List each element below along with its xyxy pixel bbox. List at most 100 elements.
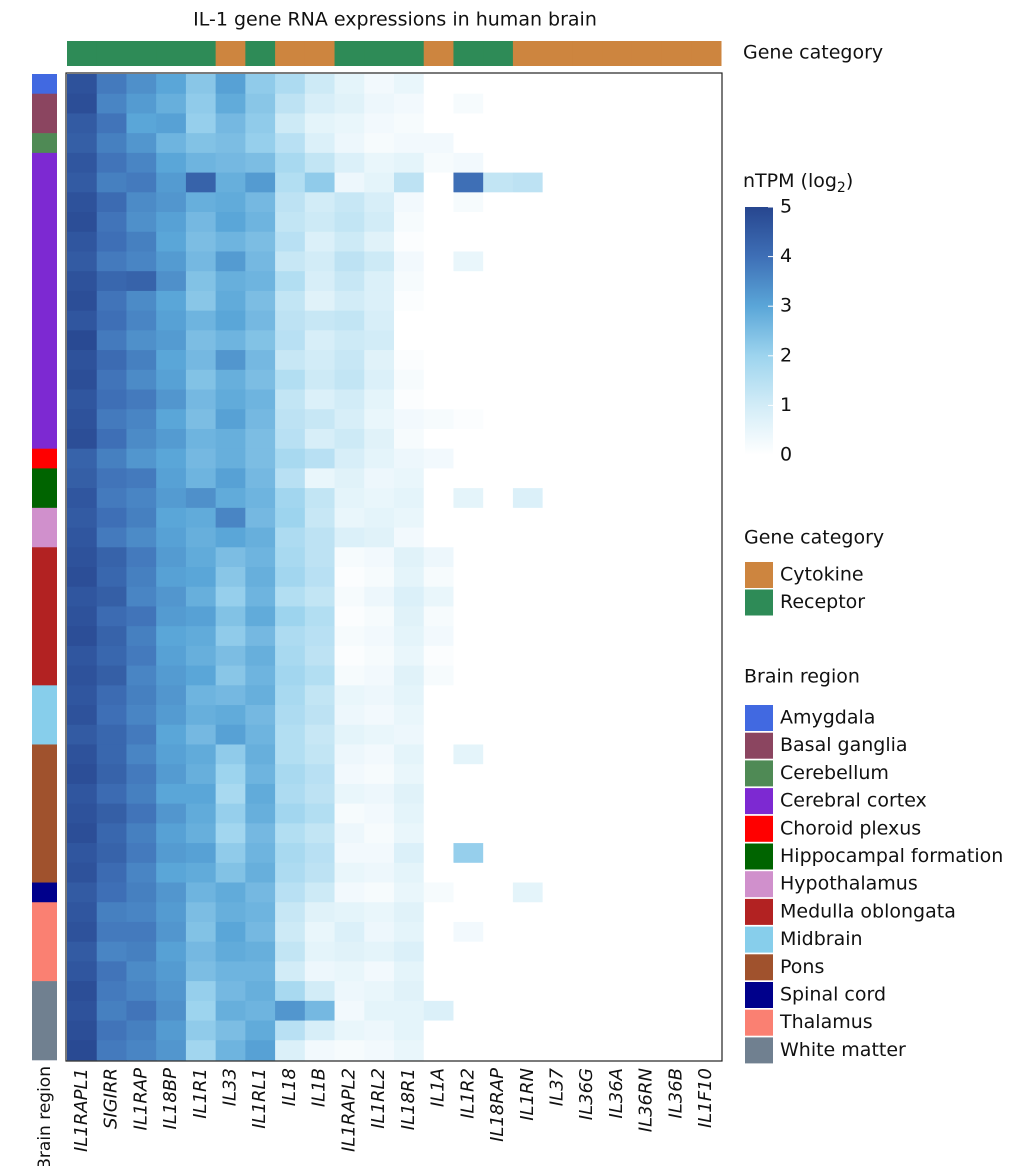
heatmap-cell [275, 626, 306, 647]
heatmap-cell [96, 724, 127, 745]
heatmap-cell [126, 941, 157, 962]
heatmap-cell [364, 803, 395, 824]
heatmap-cell [394, 231, 425, 252]
heatmap-cell [364, 764, 395, 785]
heatmap-cell [245, 152, 276, 173]
heatmap-cell [156, 764, 187, 785]
heatmap-cell [245, 310, 276, 331]
heatmap-cell [245, 586, 276, 607]
heatmap-cell [483, 547, 514, 568]
heatmap-cell [245, 981, 276, 1002]
heatmap-cell [453, 93, 484, 114]
heatmap-cell [364, 488, 395, 509]
legend-swatch [745, 815, 773, 842]
heatmap-cell [453, 902, 484, 923]
heatmap-cell [542, 981, 573, 1002]
heatmap-cell [67, 507, 98, 528]
heatmap-cell [602, 764, 633, 785]
colorbar-title-main: nTPM (log [743, 170, 837, 192]
heatmap-cell [572, 724, 603, 745]
heatmap-cell [394, 271, 425, 292]
heatmap-cell [156, 1040, 187, 1061]
heatmap-cell [215, 783, 246, 805]
heatmap-cell [126, 1040, 157, 1061]
heatmap-cell [304, 724, 335, 745]
heatmap-cell [602, 389, 633, 410]
heatmap-cell [691, 586, 722, 607]
heatmap-cell [631, 448, 662, 469]
heatmap-cell [453, 981, 484, 1002]
heatmap-cell [334, 705, 365, 726]
heatmap-cell [631, 1020, 662, 1041]
heatmap-cell [423, 468, 454, 489]
heatmap-cell [512, 586, 544, 607]
heatmap-cell [304, 113, 335, 134]
heatmap-cell [304, 1020, 335, 1041]
heatmap-cell [423, 1020, 454, 1041]
heatmap-cell [453, 310, 484, 331]
heatmap-cell [483, 271, 514, 292]
heatmap-cell [215, 882, 246, 903]
heatmap-cell [364, 843, 395, 864]
heatmap-cell [245, 783, 276, 805]
heatmap-cell [483, 172, 514, 193]
heatmap-cell [156, 212, 187, 233]
heatmap-cell [661, 862, 692, 883]
heatmap-cell [245, 231, 276, 252]
heatmap-cell [334, 823, 365, 844]
heatmap-cell [661, 645, 692, 666]
heatmap-cell [275, 290, 306, 312]
heatmap-cell [512, 606, 544, 627]
heatmap-cell [661, 981, 692, 1002]
heatmap-cell [304, 705, 335, 726]
heatmap-cell [245, 921, 276, 943]
heatmap-cell [423, 586, 454, 607]
heatmap-cell [185, 468, 217, 489]
column-label: IL1B [309, 1068, 330, 1107]
heatmap-cell [542, 1020, 573, 1041]
heatmap-cell [542, 1000, 573, 1021]
heatmap-cell [512, 843, 544, 864]
heatmap-cell [423, 705, 454, 726]
heatmap-cell [512, 152, 544, 173]
heatmap-cell [661, 783, 692, 805]
heatmap-cell [185, 764, 217, 785]
category-strip [126, 41, 157, 66]
heatmap-cell [96, 310, 127, 331]
heatmap-cell [512, 665, 544, 686]
heatmap-cell [453, 744, 484, 765]
heatmap-cell [275, 724, 306, 745]
heatmap-cell [512, 921, 544, 943]
heatmap-cell [275, 606, 306, 627]
category-strip [364, 41, 395, 66]
heatmap-cell [572, 803, 603, 824]
heatmap-cell [542, 192, 573, 213]
heatmap-cell [602, 172, 633, 193]
heatmap-cell [304, 862, 335, 883]
heatmap-cell [483, 310, 514, 331]
heatmap-cell [96, 251, 127, 272]
heatmap-cell [96, 645, 127, 666]
heatmap-cell [572, 409, 603, 430]
heatmap-cell [394, 547, 425, 568]
heatmap-cell [334, 645, 365, 666]
heatmap-cell [631, 961, 662, 982]
legend-swatch [745, 788, 773, 815]
heatmap-cell [215, 113, 246, 134]
heatmap-cell [364, 586, 395, 607]
heatmap-cell [364, 389, 395, 410]
heatmap-cell [394, 764, 425, 785]
heatmap-cell [394, 586, 425, 607]
heatmap-cell [126, 133, 157, 154]
heatmap-cell [364, 152, 395, 173]
heatmap-cell [215, 1040, 246, 1061]
heatmap-cell [364, 626, 395, 647]
heatmap-cell [542, 271, 573, 292]
heatmap-cell [453, 1040, 484, 1061]
heatmap-cell [631, 468, 662, 489]
heatmap-cell [602, 93, 633, 114]
heatmap-cell [156, 882, 187, 903]
heatmap-cell [185, 981, 217, 1002]
heatmap-cell [67, 665, 98, 686]
heatmap-cell [691, 1040, 722, 1061]
